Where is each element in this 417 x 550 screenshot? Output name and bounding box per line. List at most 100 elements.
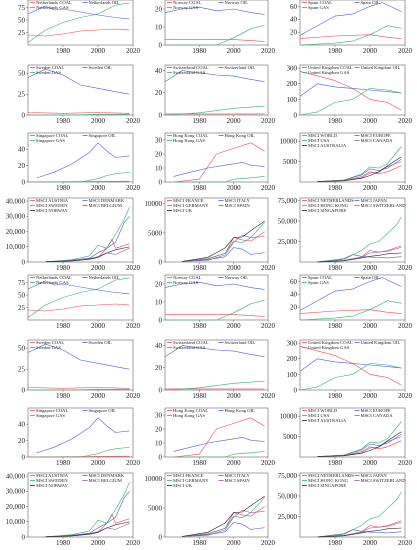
y-tick-label: 30 — [155, 136, 163, 144]
y-tick-label: 10000 — [280, 138, 298, 146]
legend-entry: Singapore OIL — [89, 408, 117, 413]
legend-entry: Netherlands OIL — [89, 0, 120, 5]
series-line — [45, 521, 130, 538]
plot-area — [164, 132, 269, 183]
x-tick-label: 2020 — [261, 322, 276, 330]
x-tick-label: 1980 — [192, 392, 207, 400]
legend-entry: MSCI CANADA — [361, 413, 394, 418]
y-tick-label: 0 — [159, 386, 163, 394]
series-line — [317, 431, 402, 457]
chart-panel: United Kingdom COAL United Kingdom OIL Uni… — [287, 340, 413, 400]
y-tick-label: 0 — [294, 386, 298, 394]
legend-entry: Norway COAL — [173, 0, 202, 5]
legend-entry: MSCI USA — [308, 138, 330, 143]
chart-panel: Singapore COAL Singapore OIL Singapore GAS… — [18, 132, 141, 192]
legend-entry: Netherlands COAL — [36, 275, 72, 280]
legend-entry: MSCI CANADA — [361, 138, 394, 143]
series-line — [317, 436, 402, 457]
legend-entry: MSCI EUROPE — [361, 133, 391, 138]
series-line — [173, 451, 265, 458]
y-tick-label: 25 — [18, 366, 26, 374]
y-tick-label: 75 — [18, 279, 26, 287]
y-tick-label: 5000 — [148, 504, 163, 512]
x-tick-label: 2000 — [91, 459, 106, 467]
y-tick-label: 20 — [155, 150, 163, 158]
plot-area — [164, 472, 269, 538]
y-tick-label: 30,000 — [6, 213, 26, 221]
legend-entry: MSCI BELGIUM — [89, 478, 122, 483]
series-line — [36, 417, 130, 454]
legend-entry: Switzerland OIL — [225, 65, 256, 70]
legend-entry: Switzerland COAL — [173, 340, 209, 345]
x-tick-label: 2000 — [227, 322, 242, 330]
series-line — [173, 162, 265, 177]
legend-entry: Spain GAS — [308, 5, 329, 10]
series-line — [173, 417, 265, 458]
y-tick-label: 75,000 — [278, 197, 298, 205]
series-line — [299, 2, 402, 36]
legend-entry: MSCI SINGAPORE — [308, 483, 346, 488]
legend-entry: Sweden COAL — [36, 340, 64, 345]
legend-entry: Sweden OIL — [89, 340, 113, 345]
x-tick-label: 2000 — [363, 322, 378, 330]
legend-entry: Sweden GAS — [36, 345, 61, 350]
chart-panel: MSCI WORLD MSCI EUROPE MSCI USA MSCI CANADA… — [280, 132, 413, 192]
x-tick-label: 2020 — [261, 184, 276, 192]
legend-entry: MSCI UK — [173, 208, 193, 213]
x-tick-label: 1980 — [56, 322, 71, 330]
x-tick-label: 2000 — [363, 117, 378, 125]
plot-area — [164, 339, 269, 391]
legend-entry: United Kingdom COAL — [308, 65, 353, 70]
y-tick-label: 75,000 — [278, 472, 298, 480]
chart-panel: Norway COAL Norway OIL Norway GAS 1980 2000 2… — [155, 0, 276, 55]
y-tick-label: 20 — [290, 304, 298, 312]
legend-entry: MSCI HONG KONG — [308, 478, 349, 483]
plot-area — [299, 132, 406, 183]
y-tick-label: 0 — [294, 111, 298, 119]
x-tick-label: 1980 — [56, 392, 71, 400]
y-tick-label: 100 — [287, 96, 298, 104]
series-line — [317, 146, 402, 182]
legend-entry: MSCI UK — [173, 483, 193, 488]
chart-panel: MSCI FRANCE MSCI ITALY MSCI GERMANY MSCI SP… — [145, 472, 276, 547]
x-tick-label: 2020 — [126, 264, 141, 272]
series-line — [27, 303, 130, 312]
legend-entry: MSCI WORLD — [308, 408, 338, 413]
legend-entry: Switzerland COAL — [173, 65, 209, 70]
y-tick-label: 10 — [155, 439, 163, 447]
legend-entry: United Kingdom GAS — [308, 70, 350, 75]
series-line — [164, 6, 265, 15]
series-line — [299, 88, 402, 116]
legend-entry: Spain OIL — [361, 275, 380, 280]
figure-top: Netherlands COAL Netherlands OIL Netherlan… — [6, 0, 413, 272]
legend-entry: Singapore COAL — [36, 133, 68, 138]
legend-entry: Switzerland OIL — [225, 340, 256, 345]
legend-entry: Netherlands GAS — [36, 5, 69, 10]
y-tick-label: 10 — [155, 23, 163, 31]
x-tick-label: 2020 — [398, 47, 413, 55]
series-line — [317, 527, 402, 538]
chart-panel: Norway COAL Norway OIL Norway GAS 1980 2000 2… — [155, 274, 276, 330]
legend-entry: MSCI BELGIUM — [89, 203, 122, 208]
x-tick-label: 1980 — [328, 184, 343, 192]
x-tick-label: 2000 — [91, 117, 106, 125]
legend-entry: Switzerland GAS — [173, 70, 206, 75]
y-tick-label: 300 — [287, 340, 298, 348]
legend-entry: MSCI AUSTRIA — [36, 473, 69, 478]
series-line — [165, 39, 265, 42]
y-tick-label: 60 — [290, 3, 298, 11]
legend-entry: Singapore COAL — [36, 408, 68, 413]
plot-area — [27, 472, 134, 538]
legend-entry: MSCI SWITZERLAND — [361, 203, 407, 208]
x-tick-label: 2000 — [363, 459, 378, 467]
x-tick-label: 2020 — [398, 539, 413, 547]
y-tick-label: 60 — [290, 278, 298, 286]
legend-entry: MSCI FRANCE — [173, 473, 204, 478]
plot-area — [164, 274, 269, 321]
x-tick-label: 2000 — [91, 184, 106, 192]
x-tick-label: 2000 — [227, 264, 242, 272]
series-line — [317, 254, 402, 263]
y-tick-label: 40 — [290, 291, 298, 299]
